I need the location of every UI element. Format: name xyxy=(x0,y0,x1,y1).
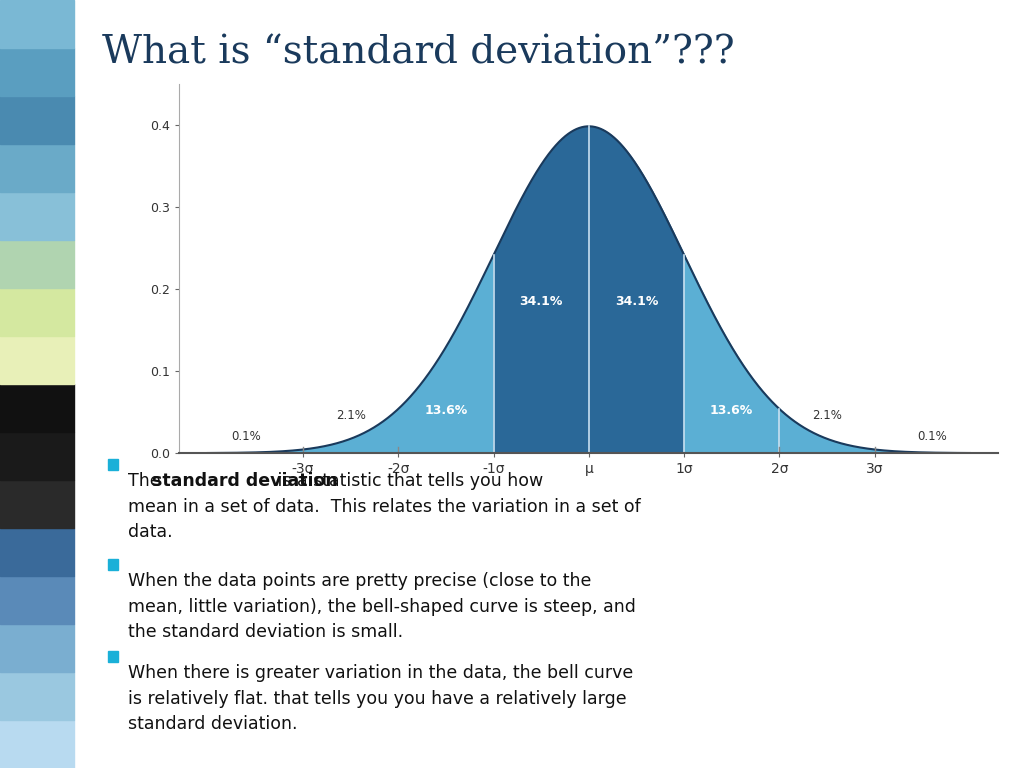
Text: standard deviation: standard deviation xyxy=(152,472,337,490)
Text: 2.1%: 2.1% xyxy=(336,409,366,422)
Text: When the data points are pretty precise (close to the: When the data points are pretty precise … xyxy=(128,572,592,590)
Text: the standard deviation is small.: the standard deviation is small. xyxy=(128,623,403,641)
Text: 13.6%: 13.6% xyxy=(710,404,754,417)
Text: 34.1%: 34.1% xyxy=(614,295,658,308)
Text: When there is greater variation in the data, the bell curve: When there is greater variation in the d… xyxy=(128,664,633,682)
Text: is relatively flat. that tells you you have a relatively large: is relatively flat. that tells you you h… xyxy=(128,690,627,707)
Text: 2.1%: 2.1% xyxy=(812,409,842,422)
Text: 0.1%: 0.1% xyxy=(231,430,261,443)
Text: data.: data. xyxy=(128,523,173,541)
Text: is a statistic that tells you how: is a statistic that tells you how xyxy=(272,472,544,490)
Text: What is “standard deviation”???: What is “standard deviation”??? xyxy=(102,35,735,71)
Text: standard deviation.: standard deviation. xyxy=(128,715,298,733)
Text: 13.6%: 13.6% xyxy=(424,404,468,417)
Text: mean, little variation), the bell-shaped curve is steep, and: mean, little variation), the bell-shaped… xyxy=(128,598,636,615)
Text: mean in a set of data.  This relates the variation in a set of: mean in a set of data. This relates the … xyxy=(128,498,641,515)
Text: 0.1%: 0.1% xyxy=(916,430,946,443)
Text: The: The xyxy=(128,472,166,490)
Text: 34.1%: 34.1% xyxy=(519,295,563,308)
